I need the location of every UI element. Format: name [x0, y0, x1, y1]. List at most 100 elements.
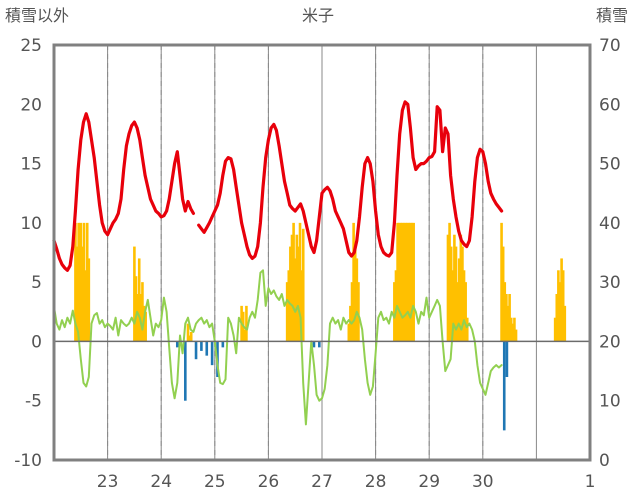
precip-bar: [289, 246, 292, 342]
x-tick-label: 1: [585, 472, 596, 492]
negative-bar: [200, 341, 203, 351]
precip-bar: [292, 222, 295, 342]
left-tick-label: -10: [14, 451, 42, 471]
precip-bar: [505, 294, 508, 342]
precip-bar: [560, 258, 563, 342]
precip-bar: [561, 270, 565, 342]
left-tick-label: 5: [31, 273, 42, 293]
precip-bar: [448, 222, 451, 342]
precip-bar: [293, 258, 297, 342]
precip-bar: [82, 222, 86, 342]
precip-bar: [402, 222, 406, 342]
precip-bar: [357, 282, 360, 342]
left-tick-label: 15: [20, 155, 42, 175]
precip-bar: [137, 258, 141, 342]
left-tick-label: 25: [20, 36, 42, 56]
precip-bar: [300, 270, 303, 342]
right-tick-label: 20: [599, 332, 621, 352]
precip-bar: [557, 270, 560, 342]
right-tick-label: 0: [599, 451, 610, 471]
right-tick-label: 40: [599, 214, 621, 234]
precip-bar: [290, 234, 294, 342]
left-tick-label: 0: [31, 332, 42, 352]
precip-bar: [245, 305, 248, 342]
precip-bar: [454, 246, 458, 342]
precip-bar: [352, 222, 355, 342]
precip-bar: [355, 258, 359, 342]
precip-bar: [506, 305, 510, 342]
negative-bar: [505, 341, 509, 377]
precip-bar: [353, 246, 357, 342]
grid-layer: [107, 45, 537, 460]
precip-bar: [558, 282, 562, 342]
precip-bar: [81, 246, 84, 342]
negative-bar: [502, 341, 506, 431]
precip-bar: [456, 282, 459, 342]
right-tick-label: 10: [599, 392, 621, 412]
precip-bar: [139, 294, 143, 342]
precip-bar: [457, 258, 461, 342]
precip-bar: [461, 246, 464, 342]
right-tick-label: 50: [599, 155, 621, 175]
x-tick-label: 23: [97, 472, 119, 492]
negative-bar: [221, 341, 225, 348]
right-tick-label: 60: [599, 95, 621, 115]
temperature-line: [52, 112, 195, 272]
chart-title: 米子: [302, 6, 334, 25]
precip-bar: [134, 276, 138, 342]
precip-bar: [84, 270, 87, 342]
precip-bar: [141, 282, 144, 342]
right-tick-label: 70: [599, 36, 621, 56]
right-axis-label: 積雪: [596, 6, 628, 25]
precip-bar: [409, 222, 412, 342]
precip-bar: [243, 329, 247, 342]
precip-bar: [188, 335, 191, 342]
negative-bar: [175, 341, 179, 348]
secondary-line: [53, 269, 503, 426]
precip-bar: [459, 234, 463, 342]
precip-bar: [410, 222, 414, 342]
negative-bar: [210, 341, 214, 366]
precip-bar: [295, 234, 299, 342]
x-tick-label: 30: [472, 472, 494, 492]
precip-bar: [297, 246, 300, 342]
x-tick-label: 24: [150, 472, 172, 492]
precip-bar: [508, 294, 511, 342]
precip-bar: [401, 222, 404, 342]
precip-bar: [74, 222, 77, 342]
left-axis-label: 積雪以外: [5, 6, 69, 25]
precip-bar: [399, 222, 403, 342]
precip-bar: [396, 222, 399, 342]
negative-bar: [184, 341, 187, 401]
x-tick-label: 25: [204, 472, 226, 492]
precip-bar: [136, 294, 139, 342]
negative-bar: [318, 341, 321, 348]
precip-bar: [133, 246, 136, 342]
precip-bar: [451, 270, 455, 342]
precip-bar: [287, 270, 291, 342]
bar-layer: [74, 222, 567, 431]
precip-bar: [77, 222, 80, 342]
precip-bar: [553, 317, 557, 342]
precip-bar: [405, 222, 409, 342]
left-tick-label: 20: [20, 95, 42, 115]
precip-bar: [514, 329, 518, 342]
precip-bar: [449, 246, 453, 342]
precip-bar: [500, 222, 503, 342]
precip-bar: [85, 222, 89, 342]
precip-bar: [412, 222, 415, 342]
precip-bar: [446, 234, 450, 342]
precip-bar: [285, 282, 289, 342]
precip-bar: [453, 234, 456, 342]
precip-bar: [511, 323, 515, 342]
x-tick-label: 28: [365, 472, 387, 492]
temperature-line: [197, 100, 504, 260]
precip-bar: [301, 228, 305, 342]
precip-bar: [347, 323, 351, 342]
precip-bar: [509, 317, 513, 342]
precip-bar: [462, 270, 466, 342]
precip-bar: [144, 311, 147, 342]
negative-bar: [194, 341, 198, 360]
precip-bar: [503, 282, 507, 342]
